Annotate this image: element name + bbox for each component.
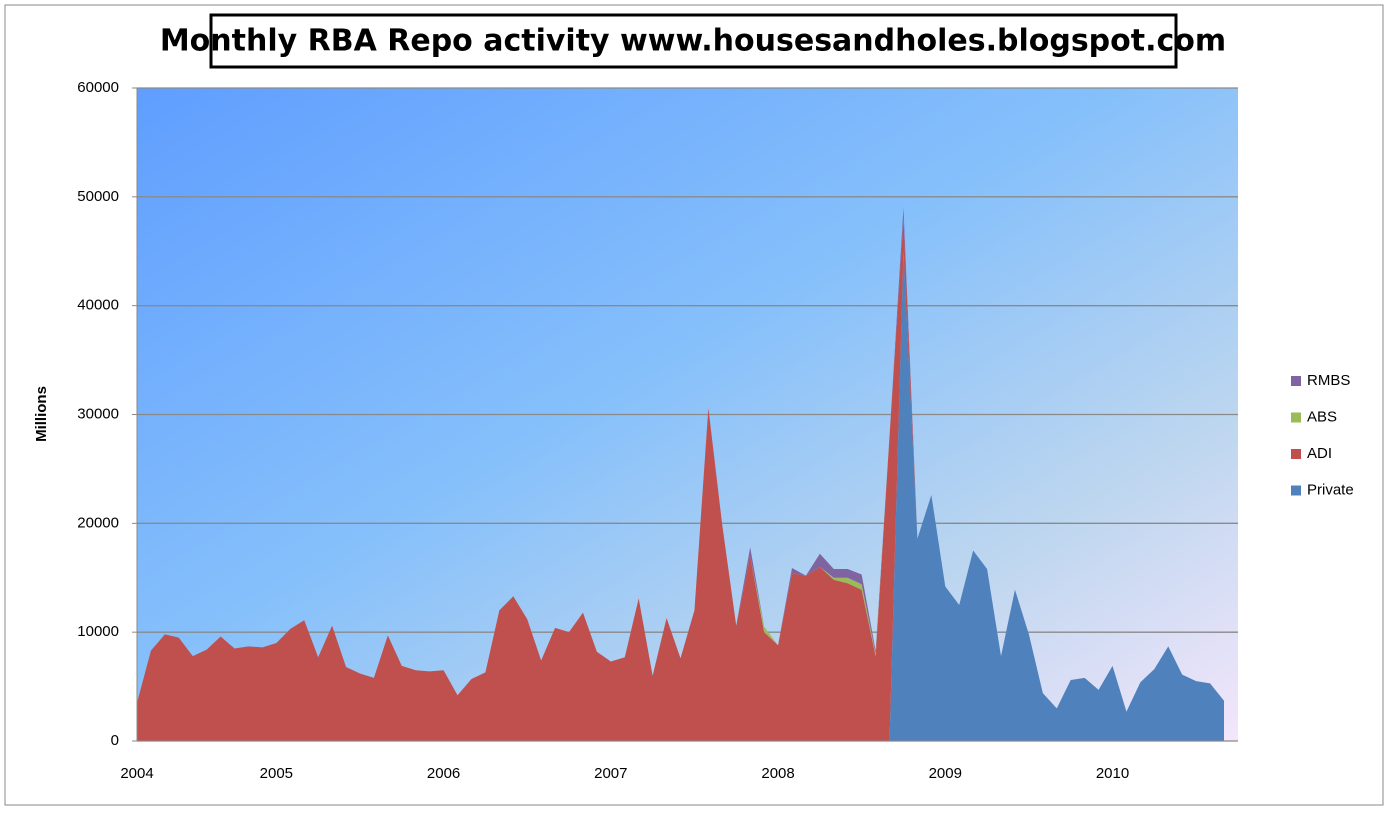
- x-tick-label: 2005: [260, 765, 293, 782]
- chart-title: Monthly RBA Repo activity www.housesandh…: [160, 24, 1226, 59]
- axes: 0 10000 20000 30000 40000 50000 60000 2004 2005 2…: [77, 79, 1238, 782]
- x-tick-label: 2007: [594, 765, 627, 782]
- grid: [137, 87, 1238, 742]
- y-tick-label: 20000: [77, 514, 119, 531]
- area: [137, 218, 1224, 742]
- legend-label: Private: [1307, 481, 1354, 498]
- x-tick-label: 2006: [427, 765, 460, 782]
- y-tick-label: 10000: [77, 623, 119, 640]
- legend-swatch: [1291, 485, 1301, 496]
- x-tick-label: 2008: [761, 765, 794, 782]
- legend: RMBS ABS ADI Private: [1291, 372, 1354, 498]
- legend-label: ABS: [1307, 408, 1337, 425]
- legend-swatch: [1291, 376, 1301, 386]
- y-axis-label: Millions: [33, 386, 50, 442]
- x-tick-label: 2009: [929, 765, 962, 782]
- title-box: [209, 13, 1178, 69]
- x-tick-label: 2010: [1096, 765, 1129, 782]
- y-tick-label: 30000: [77, 405, 119, 422]
- legend-label: RMBS: [1307, 372, 1350, 389]
- y-tick-label: 40000: [77, 297, 119, 314]
- legend-swatch: [1291, 412, 1301, 423]
- y-tick-label: 60000: [77, 79, 119, 96]
- y-tick-label: 0: [111, 732, 119, 749]
- legend-label: ADI: [1307, 445, 1332, 462]
- y-tick-label: 50000: [77, 188, 119, 205]
- area: [137, 251, 1224, 741]
- areas: [137, 207, 1224, 742]
- x-tick-label: 2004: [120, 765, 153, 782]
- legend-swatch: [1291, 449, 1301, 459]
